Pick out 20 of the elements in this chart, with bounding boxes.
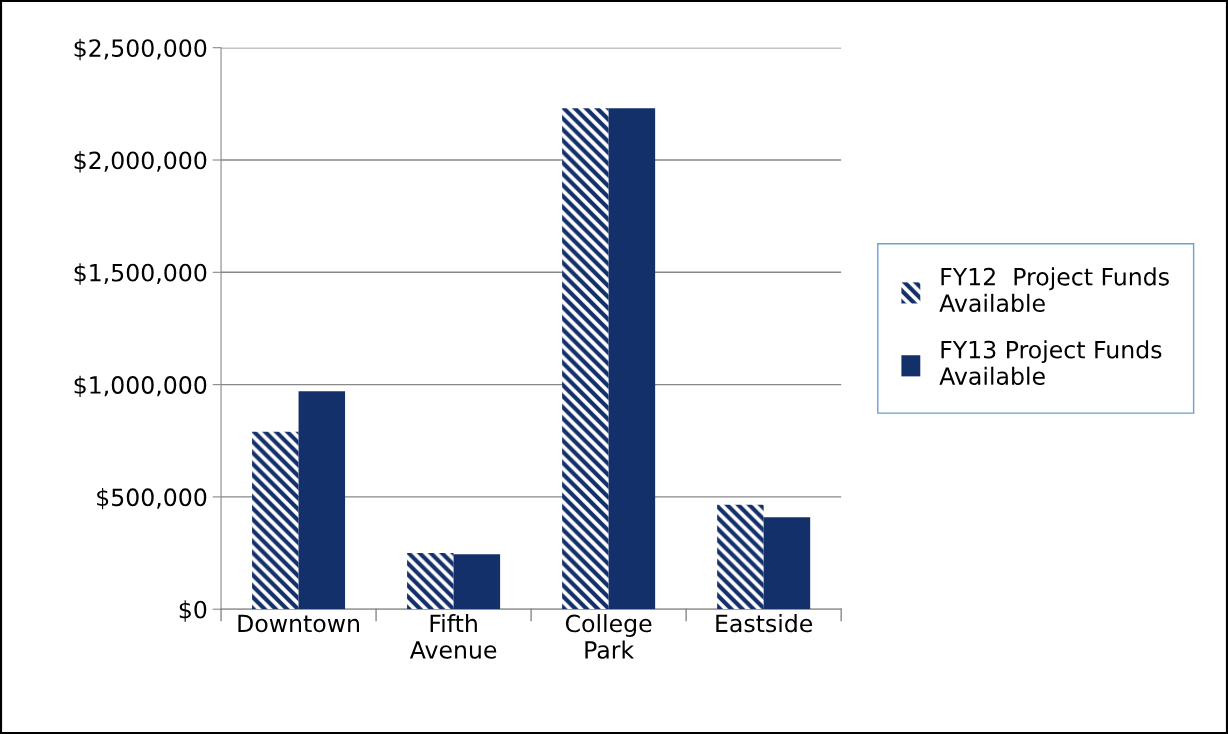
- bar: [763, 517, 811, 610]
- y-tick-label: $2,500,000: [74, 38, 207, 61]
- bar: [608, 108, 656, 610]
- bar: [252, 431, 299, 610]
- bar: [562, 108, 609, 610]
- bar: [298, 391, 346, 610]
- legend-label: FY13 Project Funds Available: [939, 340, 1162, 385]
- y-tick-label: $500,000: [97, 487, 207, 510]
- bar: [717, 504, 764, 610]
- x-tick-label: Eastside: [716, 614, 813, 633]
- x-tick-label: Downtown: [238, 614, 359, 633]
- legend-label: FY12 Project Funds Available: [939, 267, 1169, 313]
- x-tick-label: Fifth Avenue: [409, 614, 497, 659]
- x-tick-label: College Park: [565, 614, 652, 659]
- y-tick-label: $1,500,000: [74, 263, 207, 285]
- bar: [453, 554, 501, 610]
- y-tick-label: $2,000,000: [74, 151, 207, 173]
- y-tick-label: $0: [179, 600, 207, 622]
- bar: [407, 553, 454, 610]
- y-tick-label: $1,000,000: [74, 375, 207, 398]
